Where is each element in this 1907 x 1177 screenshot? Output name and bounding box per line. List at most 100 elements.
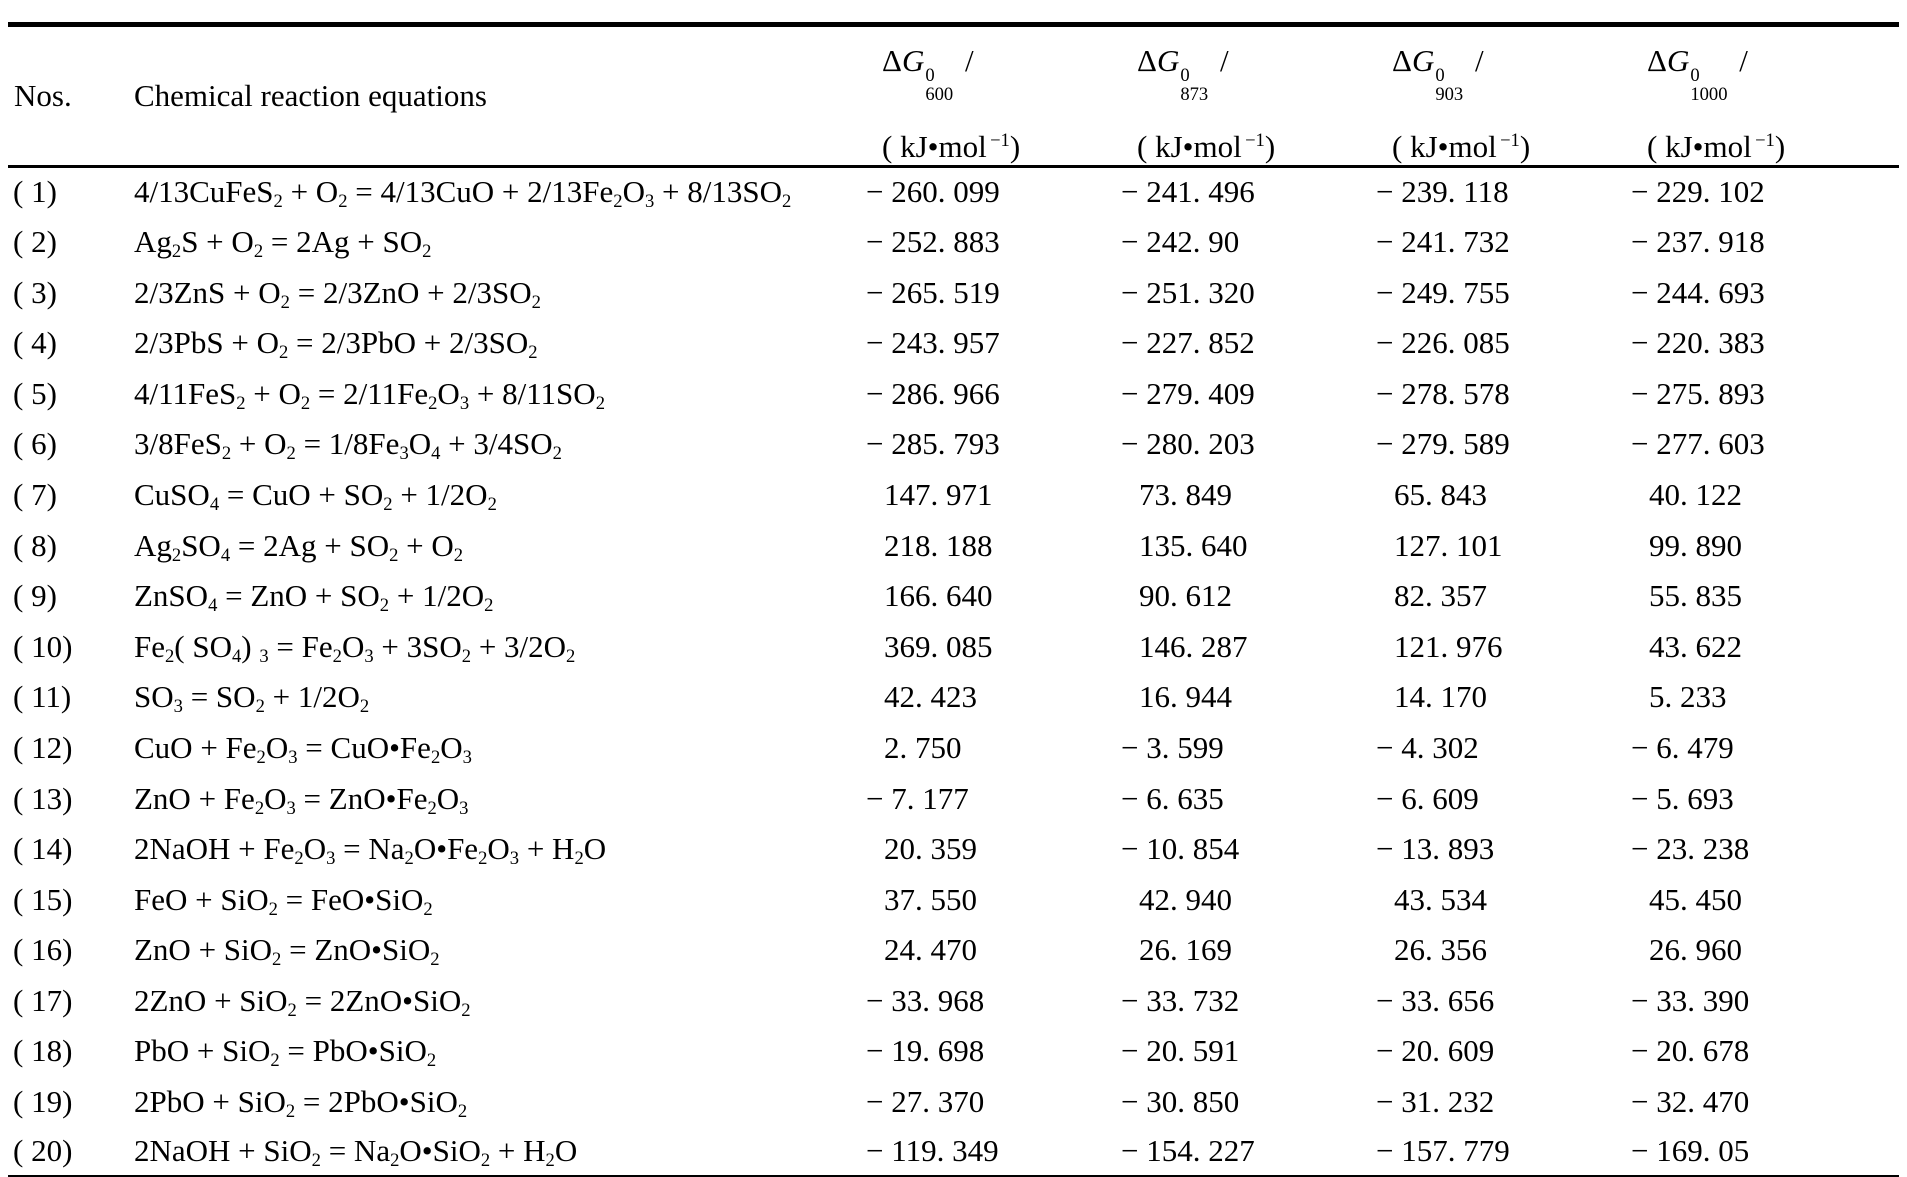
dg600-value: 2. 750 — [884, 729, 962, 765]
dg600-unit: ( kJ•mol −1) — [882, 128, 1021, 164]
dg873-value: − 33. 732 — [1121, 982, 1240, 1018]
dg903-symbol: ΔG 0 903 / — [1392, 43, 1617, 105]
dg903-value: − 31. 232 — [1376, 1084, 1495, 1120]
dg903-value: 127. 101 — [1394, 527, 1503, 563]
table-row: ( 7) CuSO4 = CuO + SO2 + 1/2O2 147. 971 … — [8, 470, 1899, 521]
table-row: ( 12) CuO + Fe2O3 = CuO•Fe2O3 2. 750 − 3… — [8, 723, 1899, 774]
reaction-equation: 2ZnO + SiO2 = 2ZnO•SiO2 — [134, 982, 471, 1022]
table-row: ( 9) ZnSO4 = ZnO + SO2 + 1/2O2 166. 640 … — [8, 571, 1899, 622]
row-number: ( 20) — [13, 1133, 73, 1169]
col-header-dg903: ΔG 0 903 / ( kJ•mol −1) — [1362, 25, 1617, 167]
row-number: ( 7) — [13, 476, 57, 512]
reaction-equation: CuO + Fe2O3 = CuO•Fe2O3 — [134, 729, 472, 769]
nos-label: Nos. — [14, 77, 72, 113]
row-number: ( 16) — [13, 932, 73, 968]
reaction-equation: FeO + SiO2 = FeO•SiO2 — [134, 881, 433, 920]
dg903-value: − 241. 732 — [1376, 223, 1510, 259]
dg600-value: − 252. 883 — [866, 223, 1000, 259]
row-number: ( 1) — [13, 174, 57, 210]
dg903-value: − 4. 302 — [1376, 729, 1479, 765]
dg903-value: − 20. 609 — [1376, 1033, 1495, 1069]
dg873-value: − 227. 852 — [1121, 325, 1255, 361]
table-row: ( 19) 2PbO + SiO2 = 2PbO•SiO2 − 27. 370 … — [8, 1077, 1899, 1128]
dg873-value: − 280. 203 — [1121, 426, 1255, 462]
dg600-value: 369. 085 — [884, 628, 993, 664]
slash: / — [964, 43, 974, 78]
dg1000-value: 5. 233 — [1649, 679, 1727, 715]
table-row: ( 16) ZnO + SiO2 = ZnO•SiO2 24. 470 26. … — [8, 925, 1899, 976]
reaction-equation: ZnSO4 = ZnO + SO2 + 1/2O2 — [134, 578, 494, 617]
delta-g-symbol: ΔG — [1137, 43, 1180, 78]
dg903-value: − 226. 085 — [1376, 325, 1510, 361]
dg873-value: 90. 612 — [1139, 578, 1232, 614]
table-header: Nos. Chemical reaction equations ΔG 0 600/… — [8, 25, 1899, 167]
table-row: ( 4) 2/3PbS + O2 = 2/3PbO + 2/3SO2 − 243… — [8, 318, 1899, 369]
table-row: ( 5) 4/11FeS2 + O2 = 2/11Fe2O3 + 8/11SO2… — [8, 368, 1899, 419]
dg903-value: 121. 976 — [1394, 628, 1503, 664]
dg1000-value: − 32. 470 — [1631, 1084, 1750, 1120]
dg903-value: 65. 843 — [1394, 476, 1487, 512]
dg1000-value: 45. 450 — [1649, 881, 1742, 917]
table-row: ( 8) Ag2SO4 = 2Ag + SO2 + O2 218. 188 13… — [8, 520, 1899, 571]
dg600-value: − 285. 793 — [866, 426, 1000, 462]
sup-sub-stack: 0 1000 — [1690, 66, 1727, 105]
dg600-value: − 265. 519 — [866, 274, 1000, 310]
dg903-value: − 279. 589 — [1376, 426, 1510, 462]
table-row: ( 11) SO3 = SO2 + 1/2O2 42. 423 16. 944 … — [8, 672, 1899, 723]
slash: / — [1739, 43, 1748, 78]
sup-sub-stack: 0 600 — [925, 64, 953, 105]
dg903-value: − 239. 118 — [1376, 174, 1509, 210]
dg1000-value: − 237. 918 — [1631, 223, 1765, 259]
dg873-value: − 251. 320 — [1121, 274, 1255, 310]
superscript-zero: 0 — [925, 64, 935, 86]
dg600-value: − 243. 957 — [866, 325, 1000, 361]
dg1000-value: 26. 960 — [1649, 932, 1742, 968]
reaction-equation: SO3 = SO2 + 1/2O2 — [134, 679, 370, 718]
dg903-value: − 278. 578 — [1376, 375, 1510, 411]
dg600-value: 166. 640 — [884, 578, 993, 614]
table-row: ( 3) 2/3ZnS + O2 = 2/3ZnO + 2/3SO2 − 265… — [8, 267, 1899, 318]
dg600-value: 147. 971 — [884, 476, 993, 512]
dg600-value: − 119. 349 — [866, 1133, 999, 1169]
dg600-value: − 286. 966 — [866, 375, 1000, 411]
dg873-value: 73. 849 — [1139, 476, 1232, 512]
reaction-equation: 4/11FeS2 + O2 = 2/11Fe2O3 + 8/11SO2 — [134, 375, 605, 414]
row-number: ( 17) — [13, 982, 73, 1018]
sup-sub-stack: 0 903 — [1435, 64, 1463, 105]
col-header-dg600: ΔG 0 600 / ( kJ•mol −1) — [852, 25, 1107, 167]
delta-g-symbol: ΔG — [1392, 43, 1435, 78]
reaction-equation: 2NaOH + SiO2 = Na2O•SiO2 + H2O — [134, 1133, 578, 1172]
dg873-value: − 20. 591 — [1121, 1033, 1240, 1069]
table-row: ( 6) 3/8FeS2 + O2 = 1/8Fe3O4 + 3/4SO2 − … — [8, 419, 1899, 470]
dg873-value: − 30. 850 — [1121, 1084, 1240, 1120]
dg1000-value: − 244. 693 — [1631, 274, 1765, 310]
row-number: ( 2) — [13, 223, 57, 259]
dg873-value: − 242. 90 — [1121, 223, 1240, 259]
dg873-unit: ( kJ•mol −1) — [1137, 128, 1276, 164]
row-number: ( 3) — [13, 274, 57, 310]
dg903-value: 82. 357 — [1394, 578, 1487, 614]
superscript-zero: 0 — [1435, 64, 1445, 86]
dg873-value: − 154. 227 — [1121, 1133, 1255, 1169]
dg600-value: 42. 423 — [884, 679, 977, 715]
delta-g-symbol: ΔG — [882, 43, 925, 78]
dg1000-value: − 229. 102 — [1631, 174, 1765, 210]
superscript-zero: 0 — [1180, 64, 1190, 86]
table-row: ( 17) 2ZnO + SiO2 = 2ZnO•SiO2 − 33. 968 … — [8, 976, 1899, 1027]
gibbs-energy-table: Nos. Chemical reaction equations ΔG 0 600/… — [8, 22, 1899, 1177]
row-number: ( 14) — [13, 831, 73, 867]
dg873-symbol: ΔG 0 873 / — [1137, 43, 1362, 105]
reaction-equation: 4/13CuFeS2 + O2 = 4/13CuO + 2/13Fe2O3 + … — [134, 174, 792, 213]
reaction-equation: Ag2SO4 = 2Ag + SO2 + O2 — [134, 527, 464, 566]
dg903-value: − 33. 656 — [1376, 982, 1495, 1018]
dg600-value: 37. 550 — [884, 881, 977, 917]
row-number: ( 9) — [13, 578, 57, 614]
col-header-nos: Nos. — [8, 25, 120, 167]
dg1000-value: − 275. 893 — [1631, 375, 1765, 411]
row-number: ( 18) — [13, 1033, 73, 1069]
reaction-equation: 3/8FeS2 + O2 = 1/8Fe3O4 + 3/4SO2 — [134, 426, 562, 465]
table-body: ( 1) 4/13CuFeS2 + O2 = 4/13CuO + 2/13Fe2… — [8, 166, 1899, 1177]
dg600-value: − 27. 370 — [866, 1084, 985, 1120]
dg1000-value: 55. 835 — [1649, 578, 1742, 614]
